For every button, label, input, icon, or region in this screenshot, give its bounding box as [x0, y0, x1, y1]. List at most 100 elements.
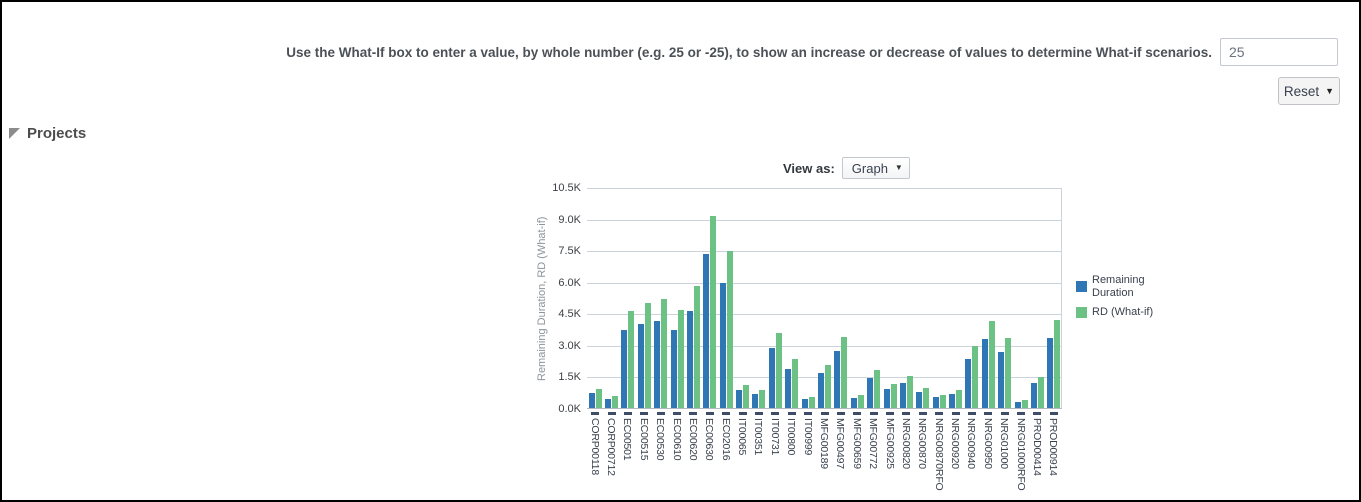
x-axis-label: NRG00920 — [949, 418, 962, 469]
projects-section-title: Projects — [27, 125, 87, 142]
y-tick-label: 9.0K — [558, 213, 581, 226]
x-axis-label: NRG01000RFO — [1014, 418, 1027, 491]
view-as-select[interactable]: Graph ▼ — [841, 157, 910, 179]
reset-button[interactable]: Reset ▼ — [1278, 77, 1340, 105]
view-as-control: View as: Graph ▼ — [783, 157, 910, 179]
bar-remaining-duration — [834, 351, 841, 408]
whatif-instruction: Use the What-If box to enter a value, by… — [286, 45, 1212, 60]
x-axis-label: CORP00118 — [588, 418, 601, 475]
bar-rd-what-if- — [612, 396, 619, 408]
x-tick-mark — [722, 412, 731, 415]
bar-remaining-duration — [1014, 401, 1021, 408]
x-axis-label: EC02016 — [719, 418, 732, 461]
bar-group — [980, 188, 996, 408]
bar-rd-what-if- — [906, 376, 913, 408]
x-axis-label: EC00530 — [654, 418, 667, 461]
bar-remaining-duration — [736, 389, 743, 408]
gridline — [587, 282, 1061, 284]
bar-group — [1013, 188, 1029, 408]
bar-remaining-duration — [703, 254, 710, 408]
x-tick-mark — [787, 412, 796, 415]
bar-rd-what-if- — [824, 364, 831, 408]
x-axis-label: NRG01000 — [998, 418, 1011, 469]
bar-group — [653, 188, 669, 408]
bar-rd-what-if- — [923, 388, 930, 408]
bar-group — [767, 188, 783, 408]
plot-area — [587, 188, 1062, 409]
legend-swatch-remaining-duration — [1076, 281, 1087, 293]
bar-rd-what-if- — [808, 396, 815, 408]
x-axis-label: MFG00925 — [883, 418, 896, 469]
x-axis-label: PROD00914 — [1047, 418, 1060, 476]
x-axis-label: EC00620 — [686, 418, 699, 461]
gridline — [587, 188, 1061, 189]
bar-rd-what-if- — [644, 302, 651, 408]
bar-remaining-duration — [949, 393, 956, 408]
bar-remaining-duration — [916, 392, 923, 408]
bar-rd-what-if- — [1054, 319, 1061, 408]
bar-remaining-duration — [768, 348, 775, 408]
legend-item-remaining-duration: Remaining Duration — [1076, 274, 1166, 299]
view-as-selected-value: Graph — [851, 160, 888, 176]
collapse-triangle-icon — [9, 128, 20, 139]
legend-item-rd-what-if: RD (What-if) — [1076, 306, 1166, 319]
x-axis-label: MFG00189 — [818, 418, 830, 469]
x-tick-mark — [673, 412, 682, 415]
x-tick-mark — [771, 412, 780, 415]
bar-remaining-duration — [817, 373, 824, 408]
bar-group — [636, 188, 652, 408]
bar-group — [915, 188, 931, 408]
bar-rd-what-if- — [693, 286, 700, 408]
x-tick-mark — [656, 412, 665, 415]
legend-label: Remaining Duration — [1092, 274, 1145, 299]
bar-rd-what-if- — [1037, 376, 1044, 408]
bar-rd-what-if- — [874, 370, 881, 408]
x-axis-label: MFG00497 — [834, 418, 847, 469]
x-tick-mark — [754, 412, 763, 415]
bar-group — [816, 188, 832, 408]
bar-rd-what-if- — [890, 384, 897, 408]
whatif-input[interactable] — [1220, 38, 1338, 66]
bar-group — [1046, 188, 1062, 408]
bar-group — [784, 188, 800, 408]
dropdown-arrow-icon: ▼ — [894, 163, 903, 172]
gridline — [587, 345, 1061, 347]
x-axis-label: PROD00414 — [1030, 418, 1043, 476]
x-tick-mark — [820, 412, 829, 415]
bar-group — [996, 188, 1012, 408]
y-tick-label: 4.5K — [558, 308, 581, 321]
x-axis-label: EC00515 — [637, 418, 650, 461]
bar-group — [931, 188, 947, 408]
bar-group — [1029, 188, 1045, 408]
bar-remaining-duration — [801, 399, 808, 408]
bar-group — [898, 188, 914, 408]
dropdown-arrow-icon: ▼ — [1325, 85, 1335, 96]
y-tick-label: 7.5K — [558, 245, 581, 258]
bar-rd-what-if- — [1005, 337, 1012, 408]
x-tick-mark — [869, 412, 878, 415]
x-axis-label: NRG00940 — [965, 418, 978, 469]
projects-section-header[interactable]: Projects — [9, 125, 86, 142]
gridline — [587, 251, 1061, 253]
bar-remaining-duration — [719, 282, 726, 408]
y-tick-label: 6.0K — [558, 276, 581, 289]
x-axis-label: IT00999 — [801, 418, 814, 456]
bar-group — [587, 188, 603, 408]
x-axis-label: CORP00712 — [605, 418, 618, 476]
y-tick-label: 10.5K — [552, 182, 581, 194]
bar-group — [603, 188, 619, 408]
bar-rd-what-if- — [743, 385, 750, 408]
bar-group — [964, 188, 980, 408]
x-axis-label: NRG00870 — [916, 418, 929, 469]
bar-remaining-duration — [965, 358, 972, 408]
bar-remaining-duration — [637, 323, 644, 408]
x-axis-label: EC00501 — [621, 418, 634, 461]
bar-remaining-duration — [998, 351, 1005, 408]
x-tick-mark — [984, 412, 993, 415]
x-tick-mark — [836, 412, 845, 415]
bar-remaining-duration — [1030, 383, 1037, 408]
bar-remaining-duration — [605, 398, 612, 408]
reset-button-label: Reset — [1283, 83, 1320, 99]
x-axis-label: EC00610 — [670, 418, 683, 461]
bar-rd-what-if- — [759, 390, 766, 408]
